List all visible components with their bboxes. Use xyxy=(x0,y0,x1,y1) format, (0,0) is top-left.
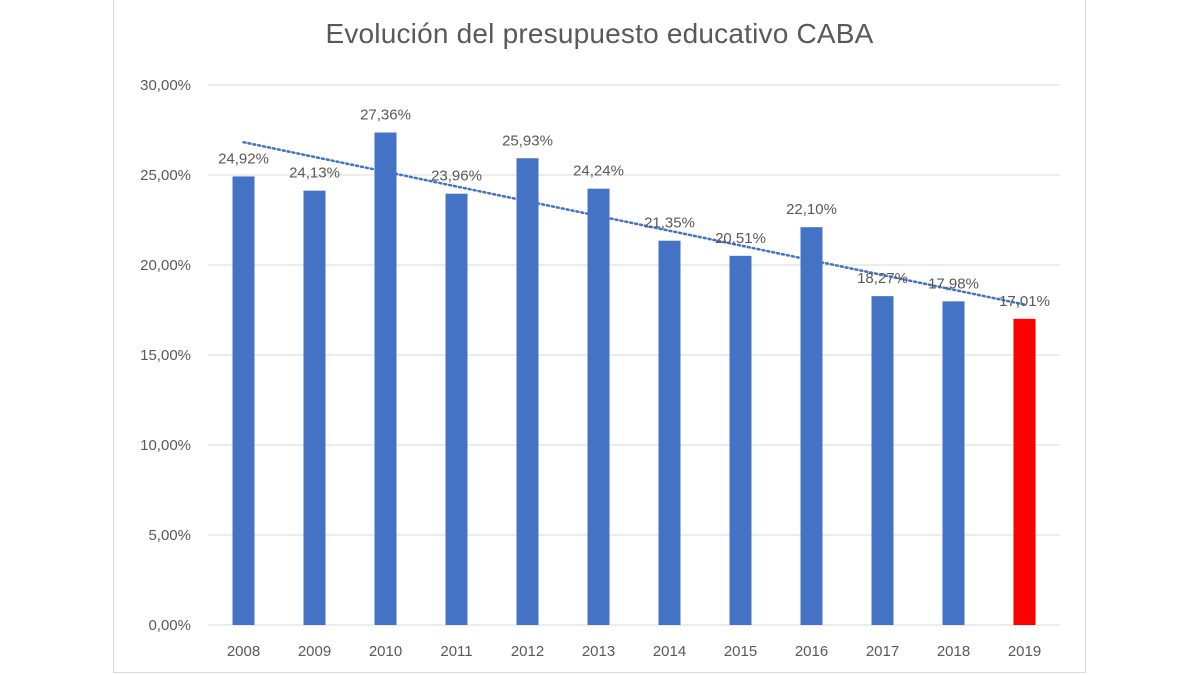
y-tick-label: 15,00% xyxy=(140,347,191,364)
bar-2017 xyxy=(871,296,894,625)
bar-2016 xyxy=(800,227,823,625)
x-tick-label: 2008 xyxy=(227,643,260,660)
x-tick-label: 2012 xyxy=(511,643,544,660)
bar-2010 xyxy=(374,132,397,625)
bar-2011 xyxy=(445,193,468,625)
data-label: 20,51% xyxy=(715,230,766,247)
data-label: 24,92% xyxy=(218,150,269,167)
x-tick-label: 2010 xyxy=(369,643,402,660)
x-tick-label: 2013 xyxy=(582,643,615,660)
bar-2019 xyxy=(1013,318,1036,625)
chart-title: Evolución del presupuesto educativo CABA xyxy=(325,18,874,49)
data-label: 25,93% xyxy=(502,132,553,149)
data-label: 18,27% xyxy=(857,270,908,287)
y-tick-label: 10,00% xyxy=(140,437,191,454)
data-label: 23,96% xyxy=(431,168,482,185)
bar-2018 xyxy=(942,301,965,625)
bar-2012 xyxy=(516,158,539,625)
x-tick-label: 2011 xyxy=(440,643,472,660)
x-tick-label: 2016 xyxy=(795,643,828,660)
x-tick-label: 2014 xyxy=(653,643,686,660)
data-label: 17,01% xyxy=(999,293,1050,310)
x-tick-label: 2019 xyxy=(1008,643,1041,660)
x-tick-label: 2018 xyxy=(937,643,970,660)
data-label: 27,36% xyxy=(360,107,411,124)
data-label: 21,35% xyxy=(644,215,695,232)
x-tick-label: 2009 xyxy=(298,643,331,660)
trendline xyxy=(242,140,1026,306)
y-tick-label: 5,00% xyxy=(148,527,191,544)
bar-2009 xyxy=(303,190,326,625)
bar-2015 xyxy=(729,255,752,625)
bar-2014 xyxy=(658,240,681,625)
y-tick-label: 0,00% xyxy=(148,617,191,634)
data-label: 17,98% xyxy=(928,275,979,292)
data-label: 24,13% xyxy=(289,165,340,182)
y-tick-label: 30,00% xyxy=(140,77,191,94)
data-label: 24,24% xyxy=(573,163,624,180)
bar-2008 xyxy=(232,176,255,625)
bar-2013 xyxy=(587,188,610,625)
x-tick-label: 2017 xyxy=(866,643,899,660)
data-label: 22,10% xyxy=(786,201,837,218)
y-tick-label: 25,00% xyxy=(140,167,191,184)
y-tick-label: 20,00% xyxy=(140,257,191,274)
x-tick-label: 2015 xyxy=(724,643,757,660)
